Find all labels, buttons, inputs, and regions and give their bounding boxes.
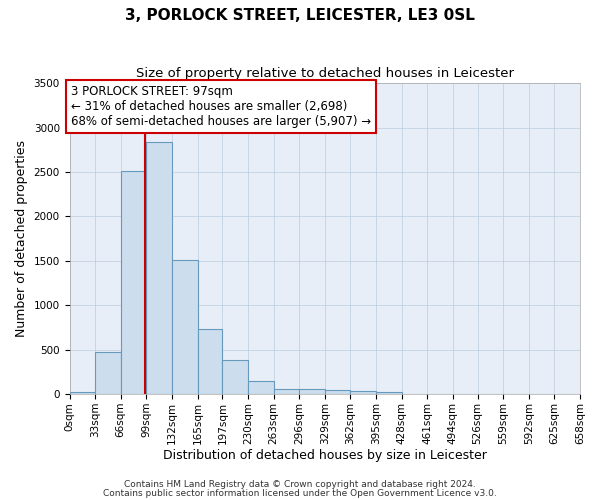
Bar xyxy=(70,392,95,394)
Bar xyxy=(248,382,274,394)
Bar xyxy=(223,360,248,394)
Text: Contains HM Land Registry data © Crown copyright and database right 2024.: Contains HM Land Registry data © Crown c… xyxy=(124,480,476,489)
Bar xyxy=(121,171,146,394)
Text: 3, PORLOCK STREET, LEICESTER, LE3 0SL: 3, PORLOCK STREET, LEICESTER, LE3 0SL xyxy=(125,8,475,22)
Bar xyxy=(350,391,376,394)
Bar xyxy=(95,352,121,394)
Bar xyxy=(197,329,223,394)
Title: Size of property relative to detached houses in Leicester: Size of property relative to detached ho… xyxy=(136,68,514,80)
X-axis label: Distribution of detached houses by size in Leicester: Distribution of detached houses by size … xyxy=(163,450,487,462)
Bar xyxy=(146,142,172,394)
Bar xyxy=(274,389,299,394)
Bar xyxy=(376,392,401,394)
Bar xyxy=(172,260,197,394)
Y-axis label: Number of detached properties: Number of detached properties xyxy=(15,140,28,337)
Bar xyxy=(299,390,325,394)
Bar xyxy=(325,390,350,394)
Text: 3 PORLOCK STREET: 97sqm
← 31% of detached houses are smaller (2,698)
68% of semi: 3 PORLOCK STREET: 97sqm ← 31% of detache… xyxy=(71,85,371,128)
Text: Contains public sector information licensed under the Open Government Licence v3: Contains public sector information licen… xyxy=(103,488,497,498)
